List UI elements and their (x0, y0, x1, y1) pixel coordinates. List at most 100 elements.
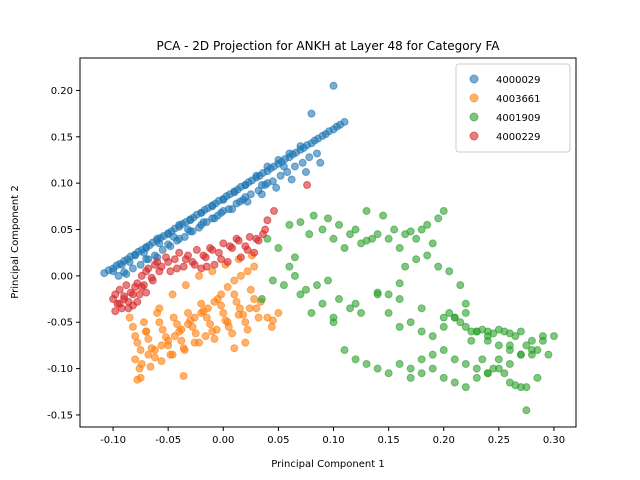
data-point (245, 232, 254, 241)
data-point (269, 206, 278, 215)
data-point (136, 260, 145, 269)
data-point (461, 359, 470, 368)
data-point (450, 313, 459, 322)
data-point (232, 297, 241, 306)
y-tick-label: 0.10 (51, 179, 73, 190)
data-point (243, 245, 252, 254)
y-tick-label: 0.05 (51, 225, 73, 236)
data-point (362, 206, 371, 215)
data-point (384, 308, 393, 317)
y-tick-label: -0.10 (47, 364, 73, 375)
data-point (318, 299, 327, 308)
data-point (219, 195, 228, 204)
data-point (406, 318, 415, 327)
data-point (379, 211, 388, 220)
data-point (274, 308, 283, 317)
data-point (128, 322, 137, 331)
data-point (137, 283, 146, 291)
data-point (122, 281, 131, 290)
data-point (228, 205, 237, 214)
data-point (318, 225, 327, 234)
data-point (439, 206, 448, 215)
data-point (150, 353, 159, 362)
data-point (384, 290, 393, 299)
data-point (279, 162, 288, 171)
data-point (155, 304, 164, 313)
data-point (217, 290, 226, 299)
data-point (155, 267, 164, 276)
data-point (516, 350, 525, 359)
data-point (131, 355, 140, 364)
data-point (296, 142, 305, 151)
data-point (144, 264, 153, 273)
data-point (472, 373, 481, 382)
data-point (252, 304, 261, 313)
data-point (261, 225, 270, 234)
data-point (157, 341, 166, 350)
data-point (472, 327, 481, 336)
data-point (190, 313, 199, 322)
data-point (516, 327, 525, 336)
data-point (340, 117, 349, 126)
data-point (142, 288, 151, 297)
data-point (230, 290, 239, 299)
data-point (434, 262, 443, 271)
data-point (428, 332, 437, 341)
data-point (146, 362, 155, 371)
data-point (208, 214, 217, 223)
data-point (412, 234, 421, 243)
data-point (191, 329, 200, 338)
data-point (124, 304, 133, 313)
data-point (417, 369, 426, 378)
x-tick-label: 0.15 (377, 435, 399, 446)
data-point (272, 183, 281, 192)
data-point (450, 355, 459, 364)
data-point (538, 336, 547, 345)
data-point (131, 332, 140, 341)
data-point (166, 267, 175, 276)
data-point (301, 285, 310, 294)
data-point (208, 245, 217, 254)
data-point (279, 281, 288, 290)
data-point (335, 220, 344, 229)
data-point (219, 239, 228, 248)
data-point (175, 234, 184, 243)
data-point (305, 153, 314, 162)
data-point (478, 355, 487, 364)
data-point (164, 240, 173, 249)
data-point (210, 334, 219, 343)
data-point (461, 383, 470, 392)
data-point (142, 327, 151, 336)
data-point (346, 304, 355, 313)
data-point (263, 216, 272, 225)
data-point (285, 262, 294, 271)
data-point (274, 244, 283, 253)
data-point (395, 279, 404, 288)
data-point (157, 357, 166, 366)
data-point (241, 338, 250, 347)
data-point (235, 197, 244, 206)
data-point (186, 227, 195, 236)
data-point (335, 295, 344, 304)
data-point (206, 320, 215, 329)
data-point (235, 304, 244, 313)
data-point (135, 364, 144, 373)
data-point (181, 281, 190, 290)
data-point (225, 242, 234, 251)
data-point (228, 329, 237, 338)
data-point (230, 276, 239, 285)
series-4000229 (109, 181, 312, 316)
data-point (136, 346, 145, 355)
data-point (434, 214, 443, 223)
data-point (340, 244, 349, 253)
data-point (150, 346, 159, 355)
data-point (241, 318, 250, 327)
data-point (428, 239, 437, 248)
data-point (125, 257, 134, 266)
data-point (217, 255, 226, 264)
data-point (305, 230, 314, 239)
data-point (533, 373, 542, 382)
y-tick-label: -0.15 (47, 410, 73, 421)
data-point (445, 308, 454, 317)
data-point (173, 264, 181, 273)
